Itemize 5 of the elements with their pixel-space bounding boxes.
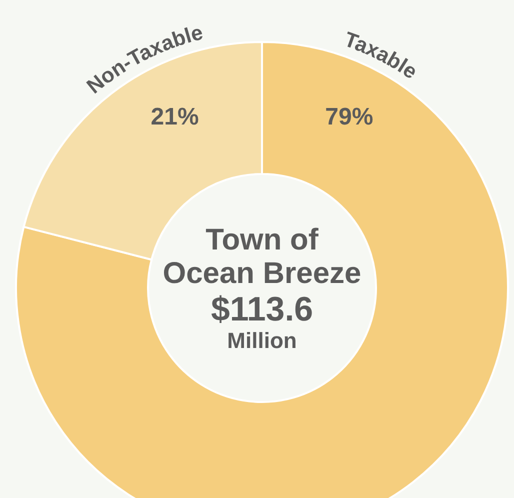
text: $113.6 — [210, 290, 314, 328]
text: Million — [227, 328, 297, 354]
data-label: 21% — [150, 103, 199, 130]
data-label: 79% — [325, 103, 374, 130]
text: Town of Ocean Breeze — [162, 223, 362, 290]
